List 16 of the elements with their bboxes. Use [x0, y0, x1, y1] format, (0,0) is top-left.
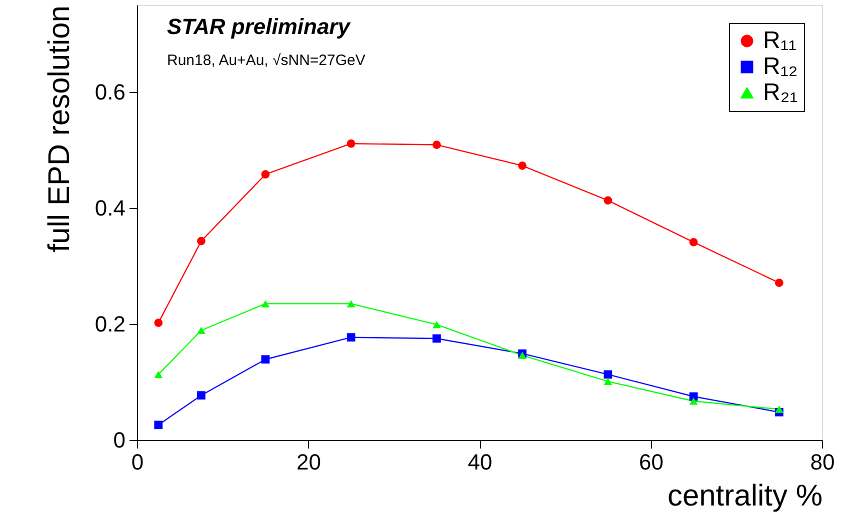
legend-label: R₁₂	[763, 53, 798, 80]
y-tick-label: 0.4	[94, 196, 126, 220]
x-tick-label: 60	[639, 450, 664, 474]
annotation: Run18, Au+Au, √sNN=27GeV	[167, 52, 366, 69]
y-tick-label: 0.2	[94, 312, 126, 336]
legend-label: R₁₁	[763, 27, 797, 54]
x-tick-label: 20	[296, 450, 321, 474]
x-tick-label: 80	[810, 450, 835, 474]
y-tick-label: 0	[113, 428, 126, 452]
y-axis-title: full EPD resolution	[42, 6, 76, 252]
legend-label: R₂₁	[763, 79, 798, 106]
x-tick-label: 40	[468, 450, 492, 474]
x-tick-label: 0	[131, 450, 144, 474]
y-tick-label: 0.6	[94, 80, 126, 104]
x-axis-title: centrality %	[667, 480, 822, 512]
annotation: STAR preliminary	[167, 14, 352, 39]
